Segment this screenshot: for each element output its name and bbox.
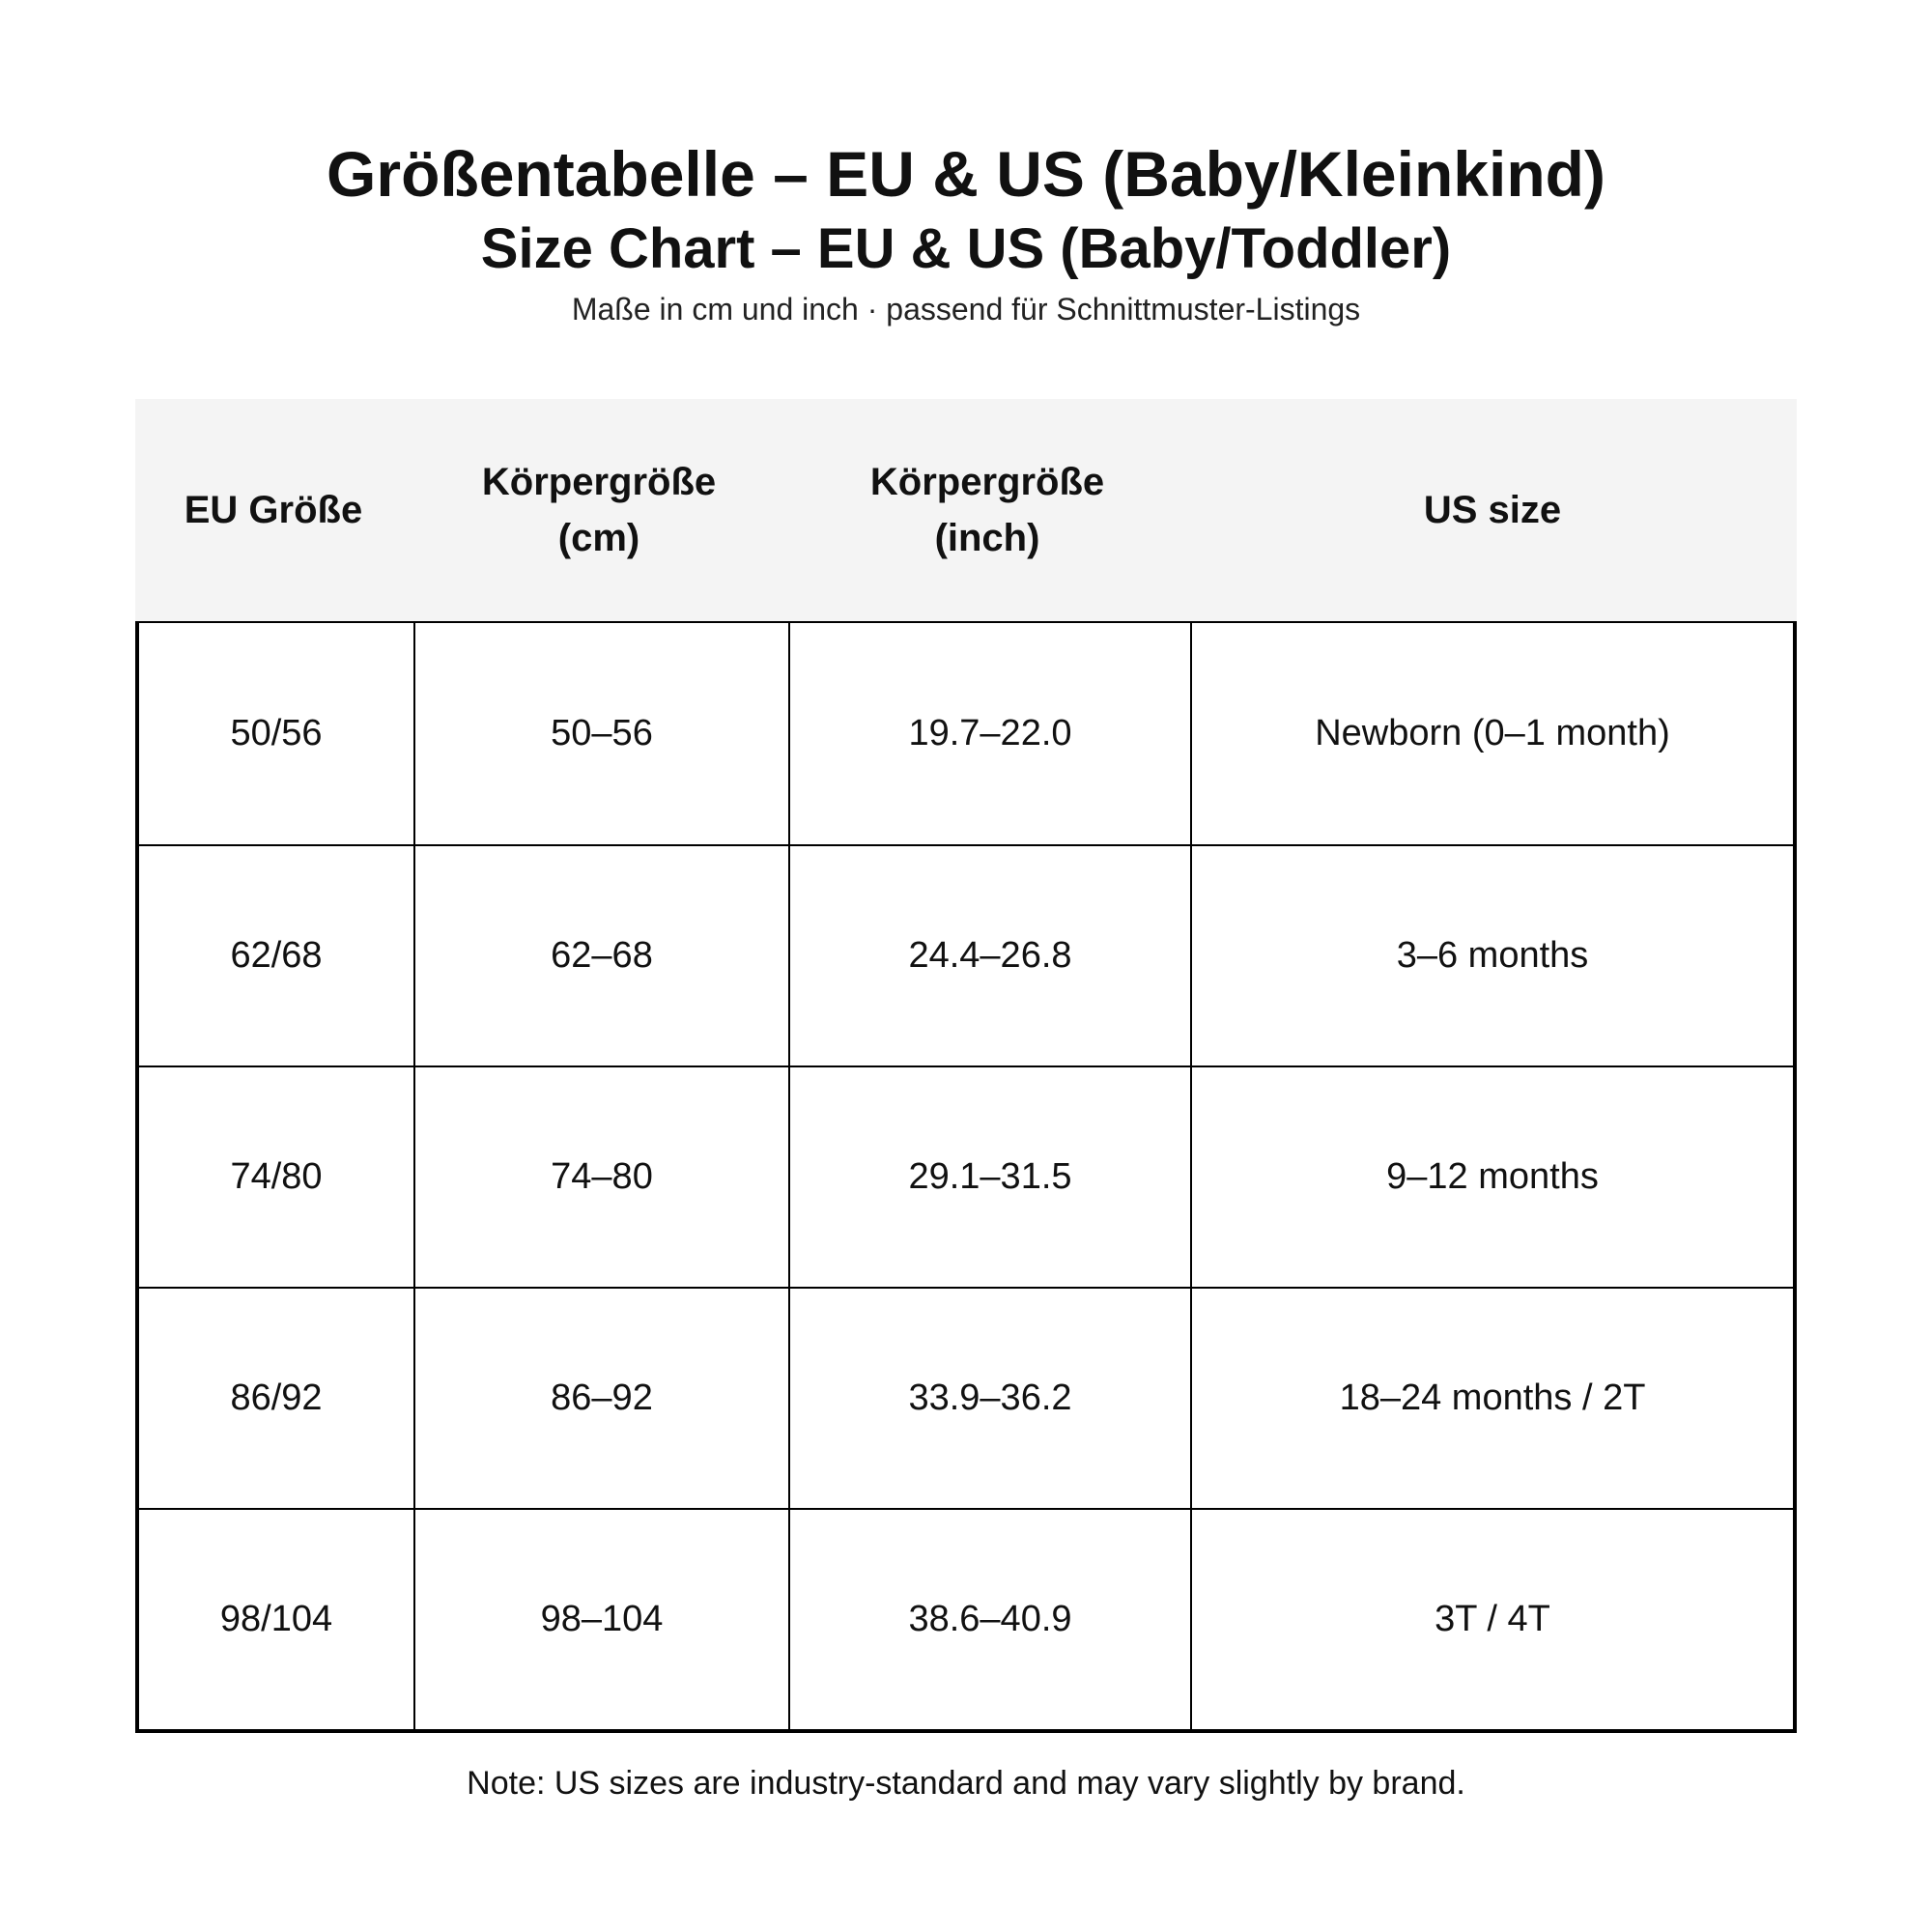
cell-height-cm: 74–80 <box>413 1067 788 1287</box>
cell-height-cm: 50–56 <box>413 623 788 844</box>
cell-height-cm: 62–68 <box>413 846 788 1065</box>
page-title-de: Größentabelle – EU & US (Baby/Kleinkind) <box>327 138 1605 210</box>
table-row: 86/92 86–92 33.9–36.2 18–24 months / 2T <box>139 1287 1793 1508</box>
cell-eu-size: 98/104 <box>219 1599 333 1639</box>
cell-eu-size: 74/80 <box>230 1156 323 1197</box>
table-row: 62/68 62–68 24.4–26.8 3–6 months <box>139 844 1793 1065</box>
page-subtitle: Maße in cm und inch · passend für Schnit… <box>571 292 1361 327</box>
cell-height-inch: 19.7–22.0 <box>788 623 1190 844</box>
header-us-size: US size <box>1423 489 1562 531</box>
cell-us-size: Newborn (0–1 month) <box>1190 623 1793 844</box>
cell-height-inch: 38.6–40.9 <box>788 1510 1190 1729</box>
header-height-cm: Körpergröße (cm) <box>481 461 717 559</box>
cell-us-size: 3T / 4T <box>1190 1510 1793 1729</box>
cell-eu-size: 62/68 <box>230 935 323 976</box>
cell-height-inch: 24.4–26.8 <box>788 846 1190 1065</box>
cell-height-cm: 86–92 <box>413 1289 788 1508</box>
cell-eu-size: 50/56 <box>230 713 323 753</box>
cell-us-size: 3–6 months <box>1190 846 1793 1065</box>
cell-height-inch: 29.1–31.5 <box>788 1067 1190 1287</box>
cell-us-size: 9–12 months <box>1190 1067 1793 1287</box>
table-body: 50/56 50–56 19.7–22.0 Newborn (0–1 month) 62… <box>135 621 1797 1733</box>
header-eu-size: EU Größe <box>184 489 363 531</box>
table-row: 50/56 50–56 19.7–22.0 Newborn (0–1 month) <box>139 623 1793 844</box>
table-header: EU Größe Körpergröße (cm) Körpergröße (i… <box>135 399 1797 621</box>
cell-us-size: 18–24 months / 2T <box>1190 1289 1793 1508</box>
cell-height-cm: 98–104 <box>413 1510 788 1729</box>
table-row: 98/104 98–104 38.6–40.9 3T / 4T <box>139 1508 1793 1729</box>
size-table: EU Größe Körpergröße (cm) Körpergröße (i… <box>135 399 1797 1733</box>
header-height-inch: Körpergröße (inch) <box>869 461 1105 559</box>
cell-eu-size: 86/92 <box>230 1378 323 1418</box>
cell-height-inch: 33.9–36.2 <box>788 1289 1190 1508</box>
table-row: 74/80 74–80 29.1–31.5 9–12 months <box>139 1065 1793 1287</box>
page-title-en: Size Chart – EU & US (Baby/Toddler) <box>480 217 1452 280</box>
footnote: Note: US sizes are industry-standard and… <box>467 1765 1465 1802</box>
